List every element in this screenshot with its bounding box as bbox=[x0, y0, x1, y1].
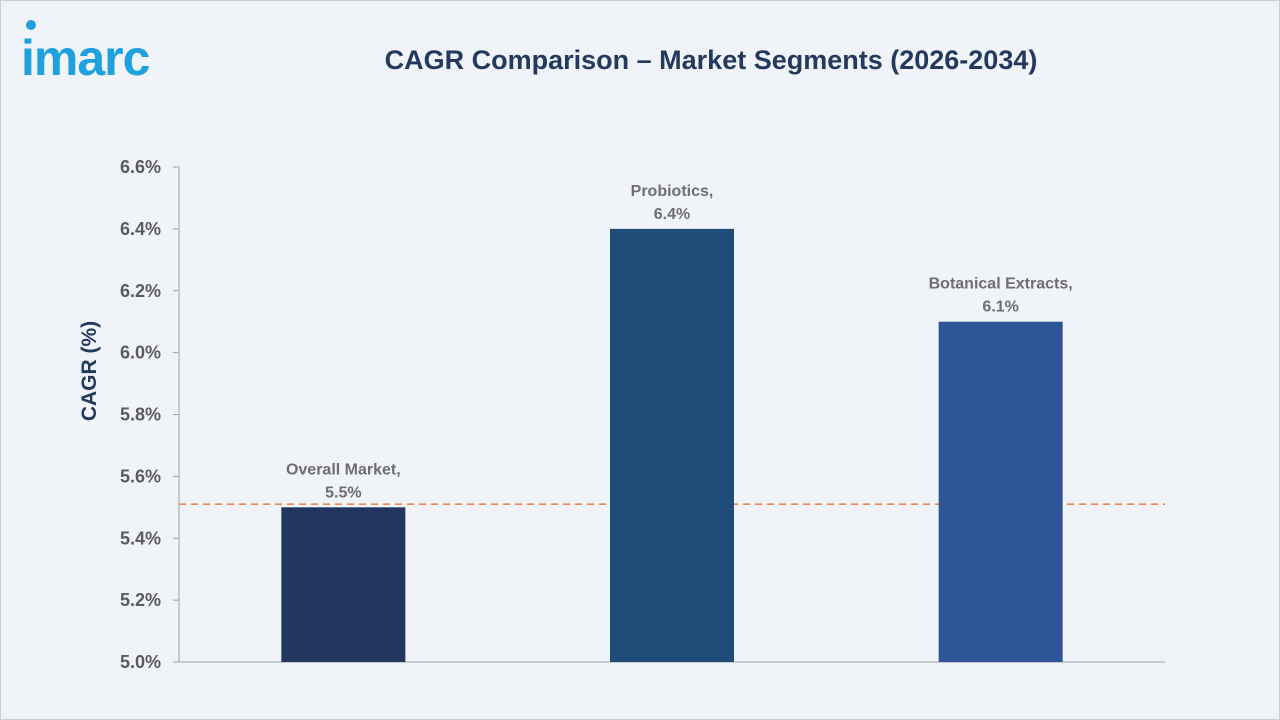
data-label-name: Overall Market, bbox=[286, 461, 401, 478]
y-tick-label: 5.4% bbox=[120, 528, 161, 548]
data-labels: Overall Market, 5.5% Probiotics, 6.4% Botani… bbox=[286, 183, 1073, 501]
y-tick-label: 6.0% bbox=[120, 343, 161, 363]
data-label-value: 5.5% bbox=[325, 484, 361, 501]
logo-text: imarc bbox=[21, 30, 150, 85]
y-tick-label: 6.4% bbox=[120, 219, 161, 239]
bars bbox=[281, 228, 1063, 662]
data-label-name: Botanical Extracts, bbox=[929, 276, 1073, 293]
y-tick-label: 5.8% bbox=[120, 405, 161, 425]
data-label-name: Probiotics, bbox=[631, 183, 714, 200]
y-tick-label: 6.2% bbox=[120, 281, 161, 301]
imarc-logo: imarc bbox=[21, 20, 151, 85]
y-tick-label: 6.6% bbox=[120, 157, 161, 177]
bar-botanical-extracts bbox=[938, 321, 1063, 662]
data-label-value: 6.1% bbox=[982, 299, 1018, 316]
y-tick-label: 5.2% bbox=[120, 590, 161, 610]
y-tick-label: 5.0% bbox=[120, 652, 161, 672]
chart-title: CAGR Comparison – Market Segments (2026-… bbox=[384, 45, 1038, 75]
data-label-value: 6.4% bbox=[654, 206, 690, 223]
y-tick-label: 5.6% bbox=[120, 466, 161, 486]
bar-probiotics bbox=[610, 228, 734, 662]
y-axis-label: CAGR (%) bbox=[78, 321, 101, 421]
bar-overall-market bbox=[281, 507, 406, 662]
